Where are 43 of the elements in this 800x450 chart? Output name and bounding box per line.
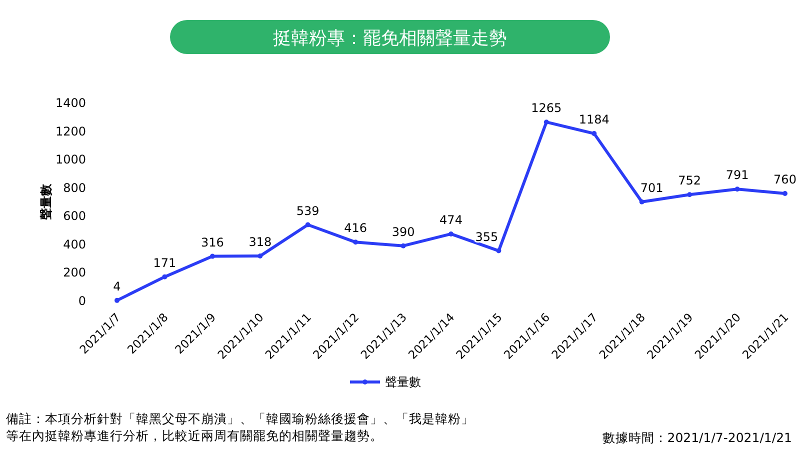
data-label: 539 (296, 204, 320, 218)
data-label: 1184 (578, 112, 610, 127)
point (592, 131, 597, 136)
point (687, 192, 692, 198)
y-tick-label: 1000 (55, 152, 86, 167)
point (353, 240, 358, 245)
text: 數據時間：2021/1/7-2021/1/21 (602, 430, 792, 445)
chart-title: 挺韓粉專：罷免相關聲量走勢 (273, 28, 507, 49)
y-axis-title: 聲量數 (39, 183, 53, 221)
data-label: 474 (440, 212, 462, 227)
point (782, 191, 788, 196)
data-label: 416 (344, 221, 368, 236)
y-tick-label: 0 (78, 294, 86, 308)
data-label: 760 (774, 172, 796, 187)
point (162, 274, 168, 280)
y-tick-label: 600 (63, 209, 86, 224)
legend-label: 聲量數 (385, 375, 421, 389)
point (448, 231, 454, 236)
data-label: 355 (475, 230, 498, 244)
point (114, 298, 120, 303)
point (305, 222, 310, 228)
y-tick-label: 200 (63, 266, 86, 280)
data-label: 390 (392, 224, 415, 239)
y-tick-label: 1400 (55, 96, 86, 110)
text: 備註：本項分析針對「韓黑父母不崩潰」、「韓國瑜粉絲後援會」、「我是韓粉」等在內挺韓粉專進行分析，比較近兩周有關罷免的相關聲量趨勢。 (6, 410, 475, 444)
data-label: 316 (200, 235, 224, 250)
data-label: 318 (248, 235, 272, 250)
y-tick-label: 400 (63, 237, 86, 252)
point (734, 186, 740, 192)
point (258, 254, 263, 259)
data-label: 701 (640, 180, 664, 195)
data-label: 171 (153, 256, 176, 270)
point (496, 248, 502, 254)
point (639, 199, 644, 204)
y-tick-label: 800 (63, 180, 86, 195)
data-label: 791 (726, 168, 749, 182)
point (210, 254, 215, 259)
point (544, 120, 549, 125)
point (400, 243, 406, 248)
data-label: 752 (678, 174, 702, 188)
data-label: 4 (113, 279, 121, 294)
y-tick-label: 1200 (55, 124, 86, 138)
data-label: 1265 (531, 101, 562, 116)
